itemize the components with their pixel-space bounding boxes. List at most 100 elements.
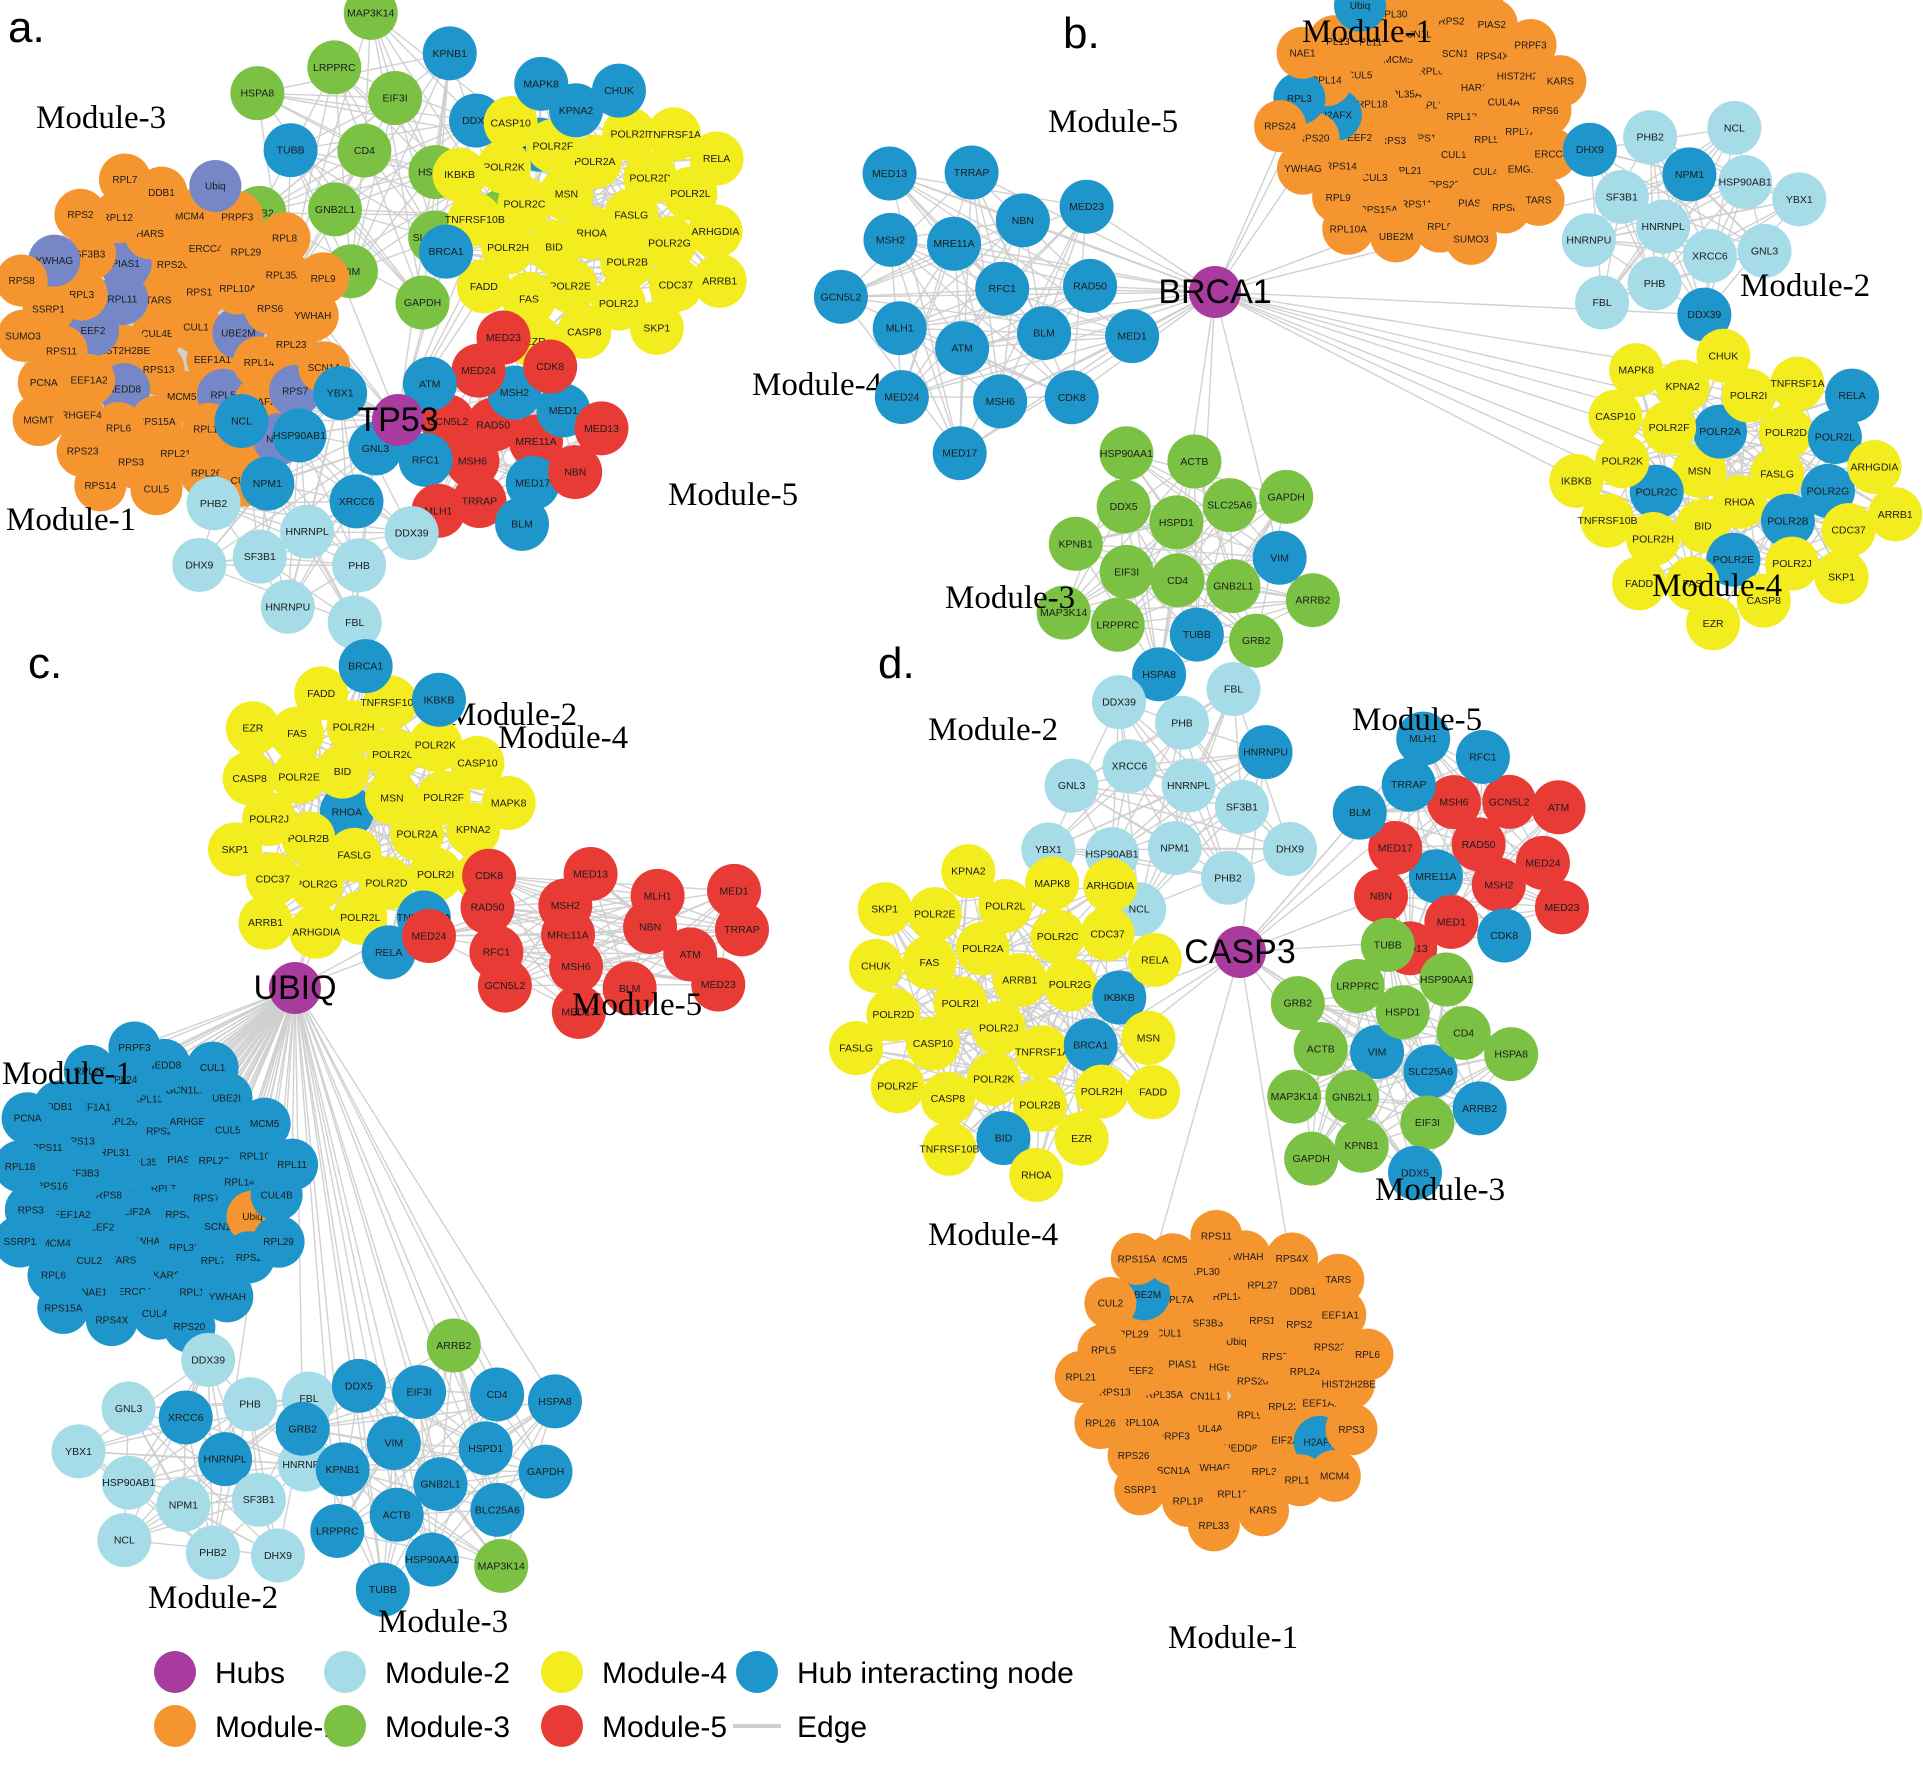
gene-node-label: CD4	[487, 1389, 508, 1401]
hub-tp53: TP53	[357, 394, 439, 446]
gene-node-label: POLR2G	[1807, 485, 1850, 497]
panel-a: CD4HSPD1GNB2L1EIF3ISLC25A6TUBBDDX5VIMLRP…	[0, 0, 882, 733]
gene-node-label: POLR2K	[973, 1074, 1014, 1086]
node-POLR2J: POLR2J	[971, 1001, 1026, 1056]
gene-node-circle	[518, 1444, 573, 1499]
gene-node-label: RPS15A	[1359, 205, 1398, 216]
gene-node-label: FBL	[1592, 297, 1611, 309]
gene-node-label: NBN	[1370, 891, 1392, 903]
gene-node-label: TUBB	[1374, 939, 1402, 951]
gene-node-label: GNL3	[1058, 780, 1086, 792]
node-SSRP1: SSRP1	[1114, 1463, 1167, 1516]
node-HSP90AB1: HSP90AB1	[1718, 155, 1773, 210]
gene-node-circle	[1012, 1077, 1067, 1132]
gene-node-label: RPS11	[32, 1143, 63, 1154]
gene-node-circle	[1419, 952, 1474, 1007]
gene-node-label: CUL5	[215, 1126, 241, 1137]
node-MED13: MED13	[563, 846, 618, 901]
node-MED23: MED23	[1059, 179, 1114, 234]
gene-node-label: POLR2H	[1081, 1086, 1123, 1098]
node-GAPDH: GAPDH	[518, 1444, 573, 1499]
gene-node-label: MAP3K14	[1271, 1091, 1318, 1103]
node-MSN: MSN	[539, 167, 594, 222]
node-CDC37: CDC37	[1080, 907, 1135, 962]
gene-node-label: EMG1	[1508, 165, 1537, 176]
node-EIF2A: EIF2A	[1384, 0, 1418, 7]
node-KPNB1: KPNB1	[315, 1442, 370, 1497]
gene-node-circle	[1092, 970, 1147, 1025]
gene-node-circle	[1636, 199, 1691, 254]
gene-node-label: MAP3K14	[347, 7, 394, 19]
gene-node-label: CASP8	[1747, 595, 1782, 607]
gene-node-label: CHUK	[861, 960, 891, 972]
node-HSP90AA1: HSP90AA1	[1419, 952, 1474, 1007]
gene-node-circle	[1, 1092, 54, 1145]
gene-node-circle	[922, 1121, 977, 1176]
gene-node-label: PCNA	[14, 1114, 42, 1125]
gene-node-circle	[1721, 368, 1776, 423]
node-LRPPRC: LRPPRC	[310, 1503, 365, 1558]
gene-node-label: RPL12	[179, 1288, 210, 1299]
gene-node-label: RPS24	[1264, 122, 1296, 133]
gene-node-label: RPS11	[46, 347, 77, 358]
gene-node-label: RPS7	[193, 1193, 220, 1204]
gene-node-label: YWHAG	[130, 1236, 168, 1247]
gene-node-circle	[1561, 213, 1616, 268]
gene-node-circle	[1512, 173, 1565, 226]
gene-node-circle	[481, 776, 536, 831]
gene-node-label: RPL24	[1290, 1367, 1321, 1378]
node-BLM: BLM	[1332, 785, 1387, 840]
gene-node-circle	[1229, 613, 1284, 668]
gene-node-label: DDX5	[345, 1380, 373, 1392]
gene-node-label: TNFRSF10B	[919, 1143, 979, 1155]
gene-node-circle	[1455, 729, 1510, 784]
gene-node-circle	[402, 356, 457, 411]
gene-node-label: POLR2F	[877, 1081, 918, 1093]
legend-label: Module-1	[215, 1711, 340, 1744]
node-KPNB1: KPNB1	[1334, 1118, 1389, 1173]
gene-node-label: Ubiq	[1350, 1, 1371, 12]
gene-node-circle	[0, 254, 48, 307]
gene-node-label: MED17	[942, 448, 977, 460]
node-RELA: RELA	[689, 131, 744, 186]
node-VIM: VIM	[1252, 530, 1307, 585]
node-ACTB: ACTB	[1293, 1021, 1348, 1076]
gene-node-circle	[1549, 453, 1604, 508]
node-DDX39: DDX39	[384, 506, 439, 561]
node-PHB: PHB	[1154, 695, 1209, 750]
gene-node-label: GCN1L1	[1398, 30, 1437, 41]
gene-node-label: RPL14	[224, 1178, 255, 1189]
gene-node-circle	[108, 1021, 161, 1074]
gene-node-circle	[1096, 479, 1151, 534]
gene-node-circle	[1238, 725, 1293, 780]
gene-node-label: BLC25A6	[475, 1504, 520, 1516]
gene-node-label: NPM1	[1160, 843, 1189, 855]
node-MED24: MED24	[874, 370, 929, 425]
nodes-module-1: RPL23 RPS13 RPL35A RPL12 RPS3 RPL6 CUL1 RPL18 HA…	[1254, 0, 1587, 265]
module-label-module-1: Module-1	[1302, 14, 1432, 50]
gene-node-circle	[272, 408, 327, 463]
gene-node-label: RPS8	[9, 276, 36, 287]
gene-node-circle	[920, 1071, 975, 1126]
node-POLR2L: POLR2L	[978, 879, 1033, 934]
gene-node-circle	[1084, 1277, 1137, 1330]
gene-node-label: RPL35A	[266, 271, 304, 282]
gene-node-label: RPL13	[133, 1095, 164, 1106]
node-RPL35A: RPL35A	[258, 249, 311, 302]
node-FAS: FAS	[501, 271, 556, 326]
gene-node-label: MSH6	[1439, 797, 1468, 809]
gene-node-label: RELA	[375, 947, 402, 959]
gene-node-label: POLR2F	[532, 140, 573, 152]
gene-node-label: POLR2L	[985, 901, 1025, 913]
gene-node-label: RPL8	[272, 234, 297, 245]
gene-node-label: CASP8	[232, 773, 267, 785]
node-LRPPRC: LRPPRC	[1090, 597, 1145, 652]
node-RELA: RELA	[1825, 368, 1880, 423]
gene-node-circle	[54, 188, 107, 241]
node-NPM1: NPM1	[1662, 147, 1717, 202]
node-RPS15A: RPS15A	[37, 1281, 90, 1334]
gene-node-label: ARHGEF4	[170, 1117, 218, 1128]
gene-node-label: POLR2E	[549, 281, 590, 293]
module-label-module-3: Module-3	[945, 580, 1075, 616]
gene-node-label: SCN1A	[204, 1222, 238, 1233]
